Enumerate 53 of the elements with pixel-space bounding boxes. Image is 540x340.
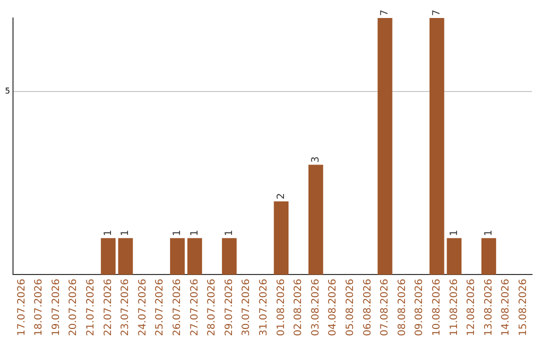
x-tick-label: 05.08.2026 — [344, 278, 356, 336]
x-tick-label: 21.07.2026 — [86, 278, 97, 336]
x-tick-label: 25.07.2026 — [154, 278, 166, 336]
x-tick-label: 15.08.2026 — [518, 278, 529, 336]
x-tick-label: 03.08.2026 — [310, 278, 322, 336]
x-tick-label: 08.08.2026 — [396, 278, 408, 336]
x-tick-label: 04.08.2026 — [328, 278, 339, 336]
x-tick-label: 17.07.2026 — [16, 278, 28, 336]
data-label: 2 — [276, 193, 287, 200]
x-tick-label: 27.07.2026 — [189, 278, 200, 336]
data-label: 7 — [431, 10, 442, 16]
x-tick-label: 07.08.2026 — [380, 278, 391, 336]
bar — [481, 238, 496, 275]
x-tick-label: 24.07.2026 — [137, 278, 148, 336]
data-label: 1 — [172, 230, 184, 236]
x-tick-label: 19.07.2026 — [50, 278, 62, 336]
x-tick-label: 13.08.2026 — [483, 278, 494, 336]
data-label: 1 — [120, 230, 132, 236]
x-tick-label: 11.08.2026 — [448, 278, 460, 336]
bar — [170, 238, 185, 275]
bar — [222, 238, 237, 275]
data-label: 1 — [448, 230, 460, 236]
bar — [187, 238, 202, 275]
data-label: 1 — [483, 230, 494, 236]
bar — [430, 18, 444, 275]
bar — [378, 18, 392, 275]
data-label: 1 — [102, 230, 114, 236]
x-tick-label: 10.08.2026 — [431, 278, 442, 336]
x-tick-label: 02.08.2026 — [293, 278, 304, 336]
y-tick-label: 5 — [4, 86, 10, 96]
bar — [274, 201, 289, 275]
x-tick-label: 12.08.2026 — [466, 278, 478, 336]
data-label: 1 — [189, 230, 200, 236]
x-tick-label: 06.08.2026 — [362, 278, 374, 336]
data-label: 7 — [380, 10, 391, 16]
x-tick-label: 26.07.2026 — [172, 278, 184, 336]
x-tick-label: 20.07.2026 — [68, 278, 80, 336]
x-tick-label: 23.07.2026 — [120, 278, 132, 336]
x-tick-label: 30.07.2026 — [241, 278, 252, 336]
x-tick-label: 22.07.2026 — [102, 278, 114, 336]
x-tick-label: 09.08.2026 — [414, 278, 426, 336]
x-tick-label: 31.07.2026 — [258, 278, 270, 336]
bar — [446, 238, 462, 275]
bar — [308, 164, 324, 275]
data-label: 3 — [310, 156, 322, 163]
x-tick-label: 18.07.2026 — [34, 278, 45, 336]
bar — [118, 238, 133, 275]
x-tick-label: 01.08.2026 — [276, 278, 287, 336]
x-tick-label: 14.08.2026 — [500, 278, 512, 336]
x-tick-label: 29.07.2026 — [224, 278, 235, 336]
bar — [100, 238, 116, 275]
data-label: 1 — [224, 230, 235, 236]
x-tick-label: 28.07.2026 — [206, 278, 218, 336]
